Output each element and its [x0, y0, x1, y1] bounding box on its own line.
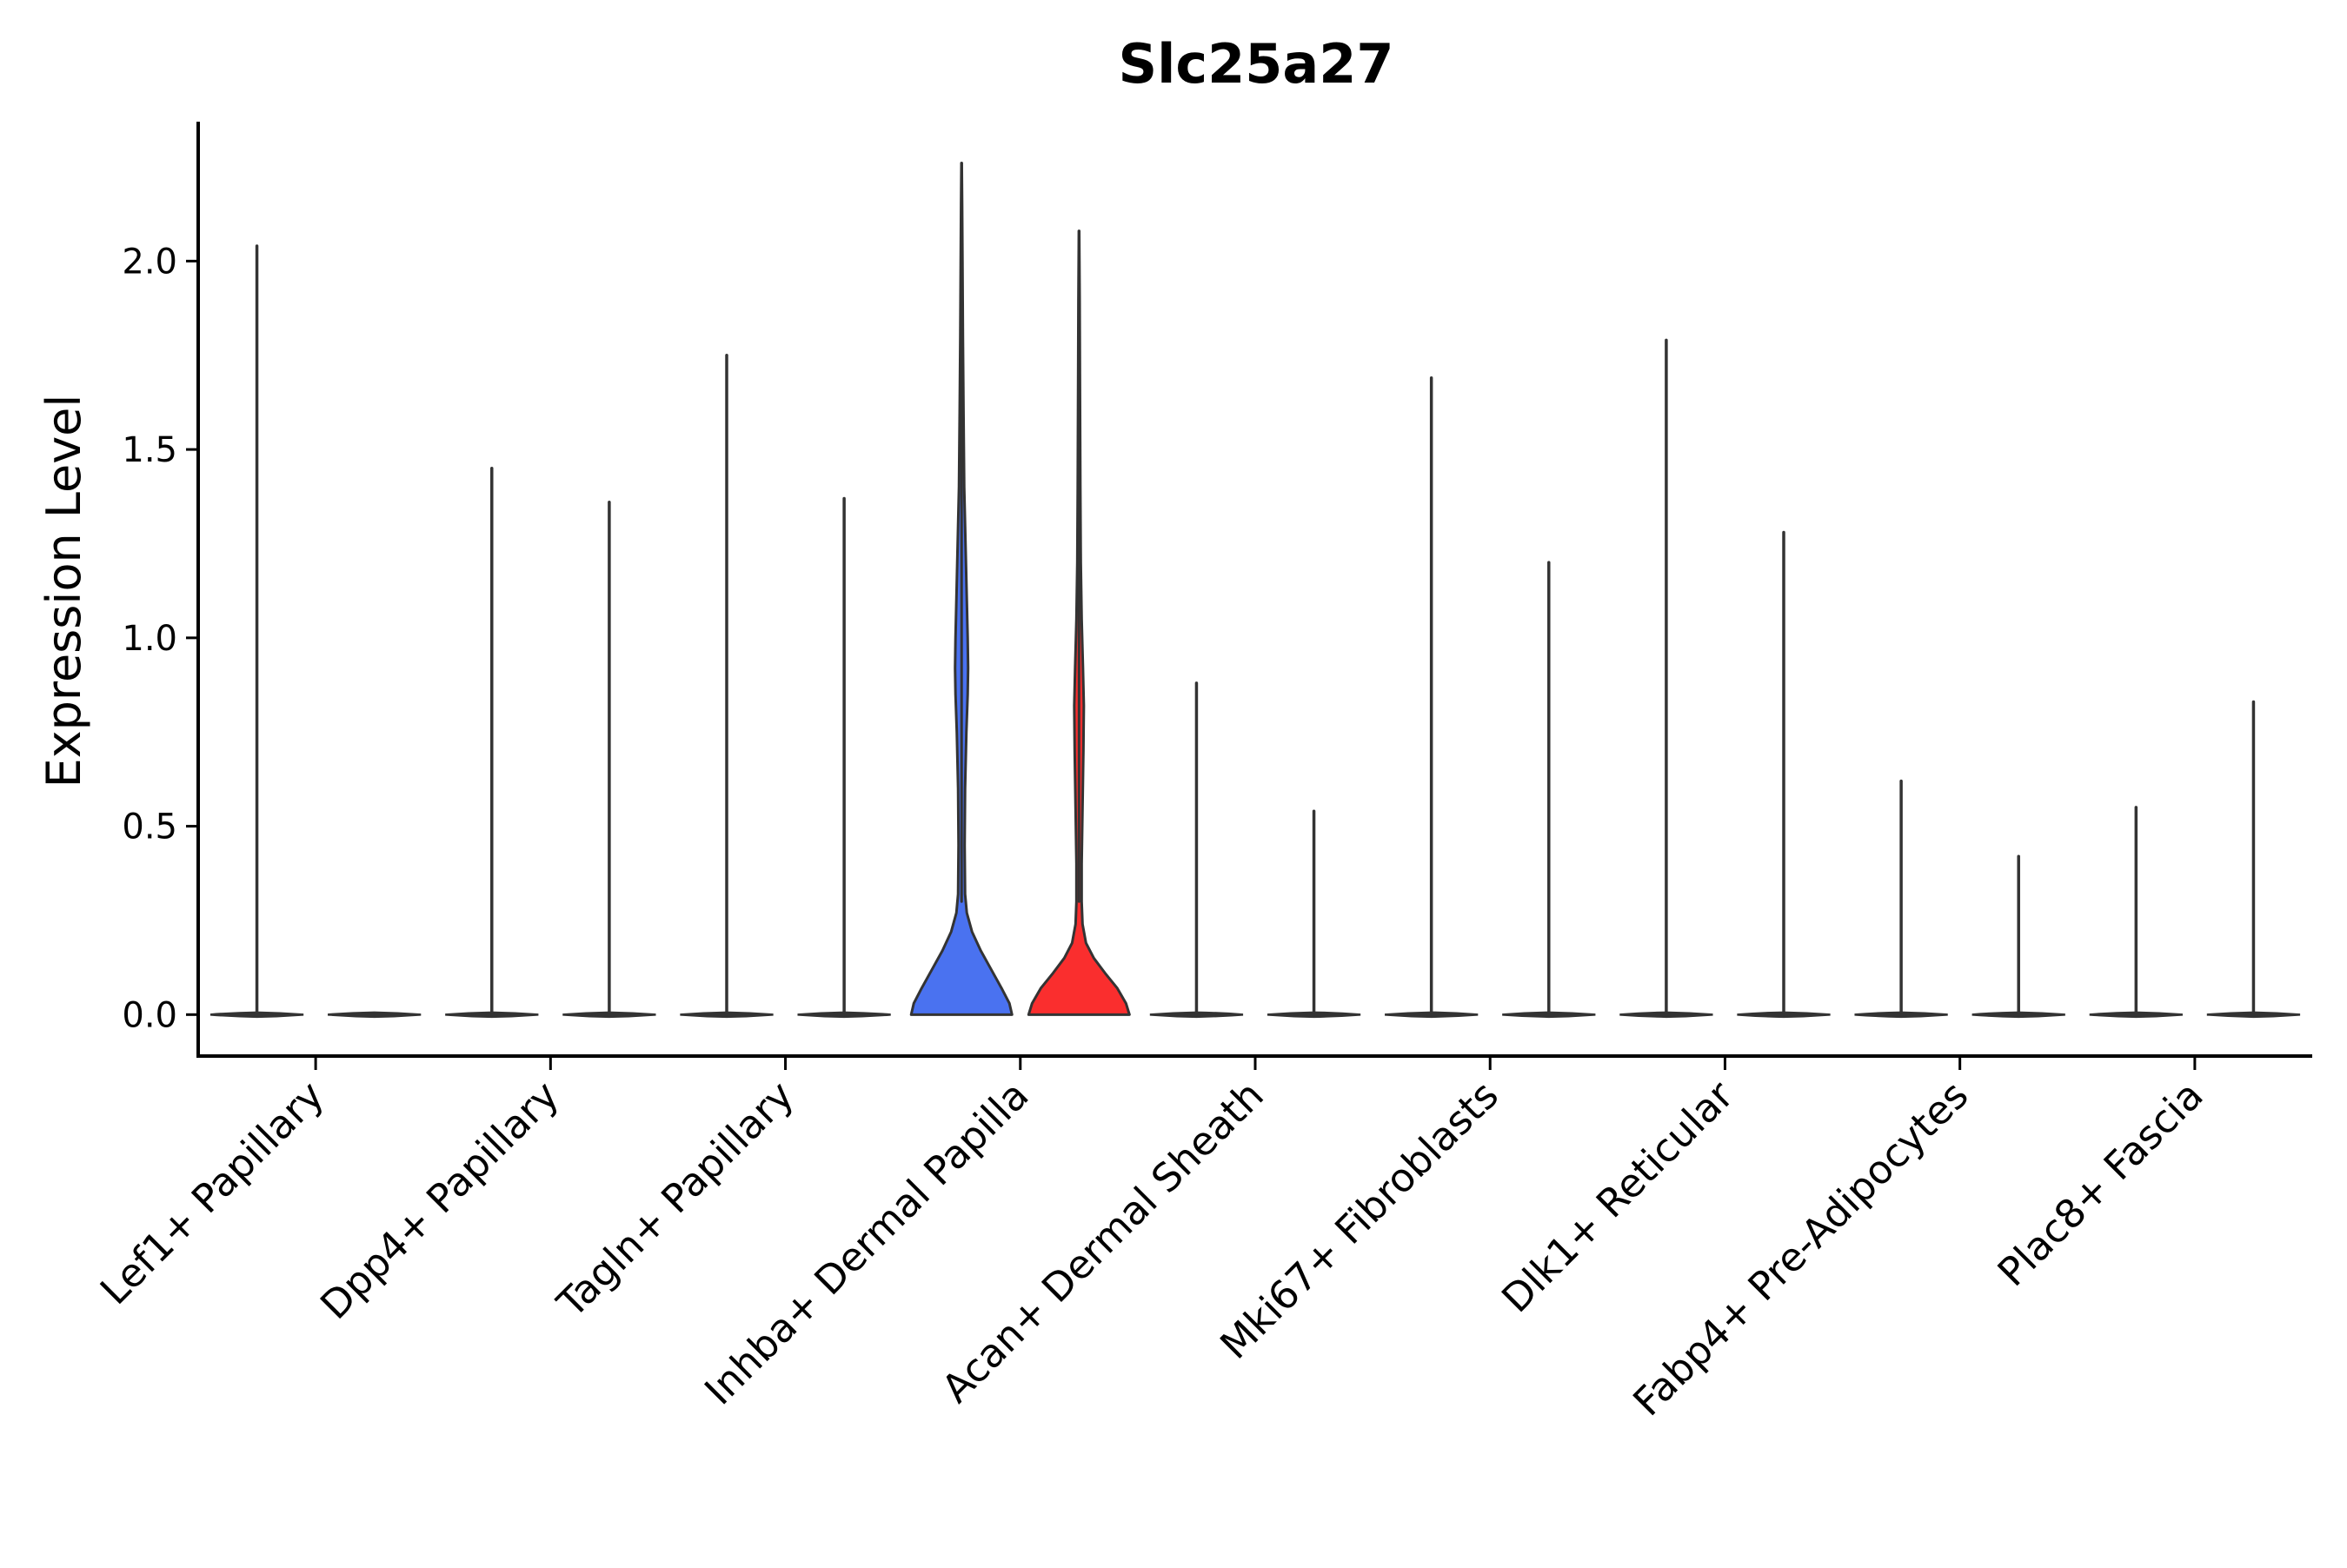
violin-plac8-fascia-group2-body	[2206, 1011, 2301, 1019]
violin-dpp4-papillary-group1-body	[445, 1011, 539, 1019]
violin-tagln-papillary-group2-body	[797, 1011, 891, 1019]
violin-mki67-fibroblasts-group2-body	[1502, 1011, 1596, 1019]
violin-plac8-fascia-group1-body	[2089, 1011, 2183, 1019]
y-tick-label: 0.0	[122, 995, 177, 1035]
x-tick-label: Dpp4+ Papillary	[311, 1072, 568, 1328]
y-axis-title: Expression Level	[37, 395, 91, 788]
y-tick-label: 2.0	[122, 242, 177, 282]
x-tick-label: Lef1+ Papillary	[91, 1072, 333, 1313]
x-tick-label: Tagln+ Papillary	[548, 1072, 802, 1326]
x-tick-label: Plac8+ Fascia	[1989, 1072, 2212, 1295]
violin-dlk1-reticular-group1-body	[1619, 1011, 1713, 1019]
violin-mki67-fibroblasts-group1-body	[1385, 1011, 1479, 1019]
violin-dpp4-papillary-group2-body	[562, 1011, 656, 1019]
y-axis: 0.0 0.5 1.0 1.5 2.0	[122, 122, 200, 1056]
violin-dlk1-reticular-group2-body	[1737, 1011, 1831, 1019]
violin-lef1-papillary-group2-body	[328, 1011, 422, 1019]
y-tick-label: 1.5	[122, 430, 177, 470]
violin-fabp4-pre-adipocytes-group2-body	[1971, 1011, 2065, 1019]
y-tick-label: 1.0	[122, 619, 177, 659]
violins	[209, 162, 2301, 1019]
chart-title: Slc25a27	[1118, 32, 1393, 96]
violin-lef1-papillary-group1-body	[209, 1011, 304, 1019]
violin-fabp4-pre-adipocytes-group1-body	[1854, 1011, 1948, 1019]
violin-tagln-papillary-group1-body	[680, 1011, 774, 1019]
violin-acan-dermal-sheath-group1-body	[1149, 1011, 1244, 1019]
violin-acan-dermal-sheath-group2-body	[1267, 1011, 1361, 1019]
x-tick-label: Dlk1+ Reticular	[1493, 1072, 1742, 1321]
y-tick-label: 0.5	[122, 807, 177, 847]
